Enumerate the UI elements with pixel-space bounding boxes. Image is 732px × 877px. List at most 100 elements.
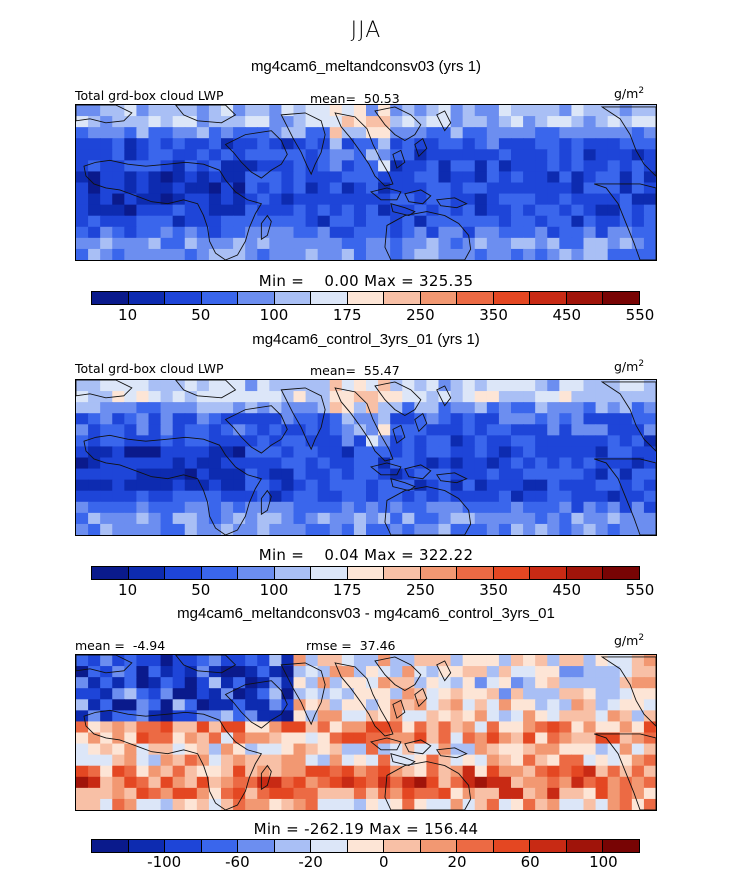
map-cell [148, 776, 162, 789]
map-cell [390, 776, 403, 789]
map-cell [402, 248, 415, 260]
coastline [384, 486, 472, 535]
map-cell [643, 501, 656, 514]
map-cell [474, 171, 488, 184]
map-cell [233, 490, 246, 503]
map-cell [535, 710, 548, 723]
map-cell [100, 677, 113, 689]
map-cell [414, 688, 428, 700]
map-cell [112, 743, 125, 756]
map-cell [474, 688, 488, 700]
map-cell [450, 490, 464, 503]
map-cell [233, 171, 246, 184]
map-cell [619, 160, 633, 173]
map-cell [366, 149, 379, 161]
map-cell [353, 699, 367, 711]
map-cell [498, 226, 512, 239]
colorbar-tick-label: -100 [147, 853, 182, 871]
map-cell [402, 391, 415, 403]
map-cell [269, 149, 283, 161]
map-cell [88, 655, 101, 667]
map-cell [329, 160, 343, 173]
map-cell [172, 501, 186, 514]
map-cell [607, 655, 621, 667]
map-cell [124, 721, 138, 734]
map-cell [88, 490, 101, 503]
map-cell [523, 138, 536, 150]
map-cell [245, 160, 258, 173]
map-cell [233, 149, 246, 161]
map-cell [88, 435, 101, 448]
map-cell [112, 204, 125, 217]
map-cell [124, 424, 138, 436]
map-cell [76, 787, 89, 800]
map-cell [208, 479, 222, 492]
map-cell [547, 721, 560, 734]
map-cell [160, 424, 174, 436]
map-cell [160, 204, 174, 217]
map-cell [438, 457, 452, 470]
map-cell [88, 765, 101, 778]
map-cell [341, 138, 355, 150]
map-cell [100, 204, 113, 217]
map-cell [148, 402, 162, 414]
map-cell [523, 215, 536, 228]
map-cell [571, 677, 585, 689]
colorbar-swatch [165, 567, 202, 579]
map-cell [293, 105, 307, 117]
map-cell [305, 446, 319, 459]
map-cell [571, 149, 585, 161]
colorbar-swatch [384, 840, 421, 852]
map-cell [426, 743, 440, 756]
map-cell [148, 380, 162, 392]
map-cell [136, 248, 150, 260]
map-cell [88, 688, 101, 700]
map-cell [88, 446, 101, 459]
season-title: JJA [350, 18, 382, 43]
map-cell [305, 402, 319, 414]
panel3-rmse-label: rmse = 37.46 [306, 638, 396, 653]
coastline [594, 733, 656, 810]
map-cell [462, 765, 476, 778]
map-cell [619, 699, 633, 711]
map-cell [341, 105, 355, 117]
map-cell [221, 677, 234, 689]
map-cell [547, 457, 560, 470]
map-cell [329, 171, 343, 184]
map-cell [196, 479, 210, 492]
map-cell [317, 468, 331, 481]
map-cell [438, 699, 452, 711]
coastline [334, 662, 394, 737]
colorbar-swatch [420, 567, 458, 579]
map-cell [619, 655, 633, 667]
map-cell [511, 413, 524, 425]
map-cell [631, 710, 645, 723]
map-cell [341, 182, 355, 195]
map-cell [607, 446, 621, 459]
map-cell [112, 160, 125, 173]
map-cell [305, 688, 319, 700]
map-cell [172, 226, 186, 239]
map-cell [643, 655, 656, 667]
map-cell [595, 127, 609, 139]
map-cell [523, 127, 536, 139]
map-cell [208, 512, 222, 525]
map-cell [559, 391, 573, 403]
map-cell [245, 512, 258, 525]
map-cell [486, 380, 500, 392]
map-cell [88, 457, 101, 470]
map-cell [269, 666, 283, 678]
map-cell [317, 732, 331, 745]
map-cell [438, 721, 452, 734]
map-cell [257, 380, 270, 392]
map-cell [281, 512, 295, 525]
map-cell [523, 391, 536, 403]
map-cell [619, 666, 633, 678]
map-cell [486, 798, 500, 810]
map-cell [414, 754, 428, 767]
map-cell [390, 204, 403, 217]
map-cell [257, 710, 270, 723]
map-cell [498, 457, 512, 470]
map-cell [559, 226, 573, 239]
map-cell [341, 479, 355, 492]
